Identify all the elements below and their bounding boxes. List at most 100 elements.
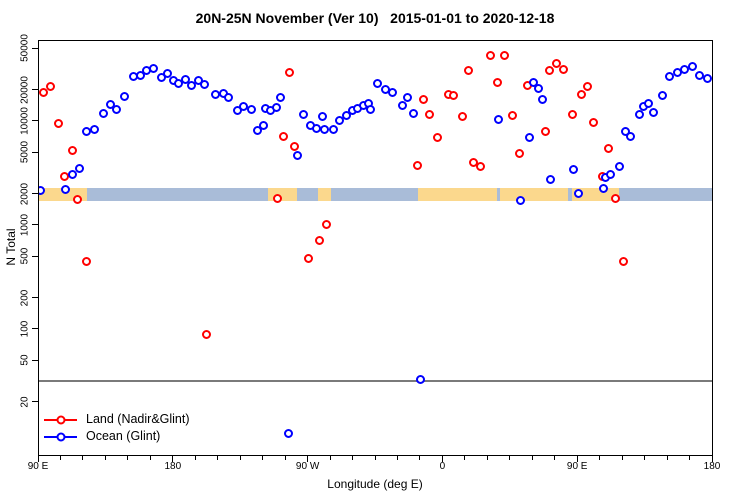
x-tick-mark — [464, 456, 466, 460]
legend: Land (Nadir&Glint) Ocean (Glint) — [44, 411, 190, 445]
data-point-land — [285, 67, 295, 77]
data-point-land — [315, 235, 325, 245]
data-point-ocean — [402, 92, 412, 102]
map-band-land — [500, 188, 568, 201]
data-point-land — [412, 161, 422, 171]
y-tick-mark — [32, 255, 38, 257]
x-tick-mark — [284, 456, 286, 460]
x-tick-mark — [509, 456, 511, 460]
data-point-ocean — [365, 104, 375, 114]
data-point-land — [551, 58, 561, 68]
y-tick-mark — [32, 224, 38, 226]
data-point-ocean — [664, 71, 674, 81]
data-point-ocean — [335, 115, 345, 125]
legend-item-land: Land (Nadir&Glint) — [44, 411, 190, 428]
y-tick-label: 10000 — [19, 106, 31, 135]
data-point-land — [53, 118, 63, 128]
y-tick-mark — [32, 151, 38, 153]
data-point-land — [544, 65, 554, 75]
data-point-ocean — [625, 131, 635, 141]
data-point-ocean — [149, 63, 159, 73]
x-tick-mark-major — [37, 456, 39, 462]
x-tick-mark — [599, 456, 601, 460]
data-point-land — [567, 109, 577, 119]
x-tick-mark — [666, 456, 668, 460]
data-point-ocean — [276, 92, 286, 102]
data-point-land — [514, 148, 524, 158]
y-tick-mark — [32, 359, 38, 361]
data-point-ocean — [408, 108, 418, 118]
data-point-land — [290, 141, 300, 151]
y-axis-title: N Total — [4, 228, 18, 266]
x-tick-mark-major — [307, 456, 309, 462]
data-point-ocean — [247, 104, 257, 114]
x-tick-label: 90 E — [27, 461, 49, 472]
y-tick-label: 2000 — [19, 182, 31, 205]
data-point-land — [202, 330, 212, 340]
data-point-ocean — [259, 120, 269, 130]
data-point-ocean — [106, 99, 116, 109]
y-tick-mark — [32, 297, 38, 299]
data-point-ocean — [320, 124, 330, 134]
data-point-land — [582, 81, 592, 91]
x-tick-mark — [329, 456, 331, 460]
x-tick-mark — [217, 456, 219, 460]
data-point-land — [46, 81, 56, 91]
data-point-land — [492, 77, 502, 87]
data-point-ocean — [112, 104, 122, 114]
data-point-ocean — [318, 111, 328, 121]
data-point-ocean — [299, 109, 309, 119]
data-point-ocean — [398, 100, 407, 110]
data-point-land — [507, 110, 517, 120]
data-point-ocean — [99, 108, 109, 118]
legend-marker-ocean — [44, 432, 77, 442]
data-point-land — [558, 64, 568, 74]
map-band-land — [417, 188, 498, 201]
data-point-ocean — [39, 185, 45, 195]
x-tick-mark — [396, 456, 398, 460]
x-tick-mark-major — [576, 456, 578, 462]
x-axis-title: Longitude (deg E) — [327, 477, 423, 491]
data-point-ocean — [341, 110, 351, 120]
x-tick-label: 90 W — [295, 461, 320, 472]
x-tick-mark-major — [441, 456, 443, 462]
x-tick-mark — [419, 456, 421, 460]
data-point-ocean — [90, 124, 100, 134]
data-point-land — [588, 117, 598, 127]
y-tick-label: 1000 — [19, 213, 31, 237]
data-point-ocean — [372, 78, 382, 88]
data-point-ocean — [620, 126, 630, 136]
data-point-ocean — [284, 429, 294, 439]
data-point-ocean — [200, 79, 210, 89]
data-point-ocean — [187, 80, 197, 90]
y-tick-label: 500 — [19, 247, 31, 265]
x-tick-mark — [82, 456, 84, 460]
data-point-ocean — [415, 375, 425, 385]
data-point-ocean — [493, 114, 503, 124]
x-tick-mark-major — [172, 456, 174, 462]
data-point-ocean — [605, 170, 615, 180]
data-point-land — [475, 162, 485, 172]
data-point-land — [610, 193, 620, 203]
data-point-ocean — [312, 123, 322, 133]
x-tick-mark — [554, 456, 556, 460]
data-point-ocean — [136, 70, 146, 80]
data-point-land — [279, 131, 289, 141]
data-point-land — [499, 50, 509, 60]
data-point-ocean — [253, 125, 263, 135]
y-tick-mark — [32, 193, 38, 195]
data-point-ocean — [61, 184, 71, 194]
data-point-land — [304, 253, 314, 263]
x-tick-mark — [194, 456, 196, 460]
x-tick-mark — [621, 456, 623, 460]
y-tick-label: 50 — [19, 354, 31, 366]
x-tick-mark — [644, 456, 646, 460]
data-point-ocean — [329, 124, 339, 134]
plot-area — [38, 40, 713, 456]
data-point-land — [424, 109, 434, 119]
x-tick-label: 180 — [164, 461, 182, 472]
data-point-land — [485, 50, 495, 60]
data-point-land — [448, 90, 458, 100]
chart-title: 20N-25N November (Ver 10) 2015-01-01 to … — [195, 10, 555, 26]
data-point-land — [618, 257, 628, 267]
